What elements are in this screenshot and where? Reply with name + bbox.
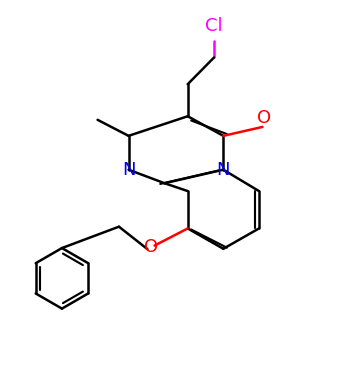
Text: O: O (144, 238, 158, 256)
Text: N: N (122, 161, 135, 179)
Text: N: N (216, 161, 230, 179)
Text: O: O (257, 109, 271, 127)
Text: Cl: Cl (205, 18, 223, 36)
